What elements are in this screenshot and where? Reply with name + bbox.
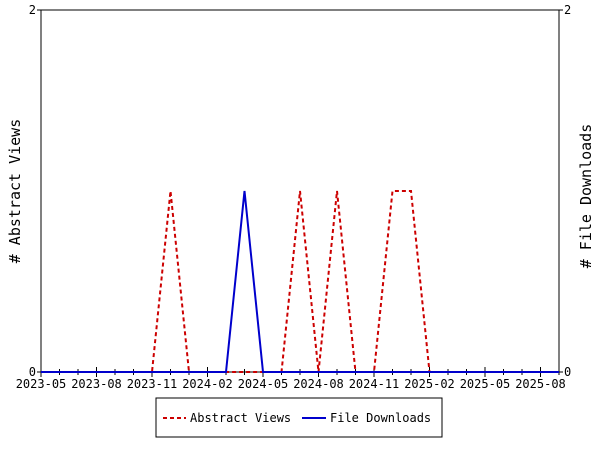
x-tick-label: 2023-05	[16, 377, 67, 391]
x-tick-label: 2023-08	[71, 377, 122, 391]
series-layer	[41, 190, 559, 373]
y-right-tick-label: 2	[564, 3, 571, 17]
tick-labels: 2023-05 2023-08 2023-11 2024-02 2024-05 2024-…	[16, 3, 572, 391]
x-tick-label: 2024-08	[293, 377, 344, 391]
x-tick-label: 2025-08	[515, 377, 566, 391]
x-tick-label: 2024-05	[238, 377, 289, 391]
x-tick-label: 2024-02	[182, 377, 233, 391]
y-left-tick-label: 2	[29, 3, 36, 17]
x-tick-label: 2025-05	[460, 377, 511, 391]
y-axis-title-right: # File Downloads	[577, 124, 595, 269]
y-right-tick-label: 0	[564, 365, 571, 379]
series-line-file-downloads	[41, 190, 559, 373]
x-tick-label: 2024-11	[349, 377, 400, 391]
x-tick-label: 2025-02	[404, 377, 455, 391]
legend: Abstract Views File Downloads	[155, 397, 443, 438]
legend-label-abstract-views: Abstract Views	[190, 411, 291, 425]
y-left-tick-label: 0	[29, 365, 36, 379]
legend-label-file-downloads: File Downloads	[330, 411, 431, 425]
y-axis-title-left: # Abstract Views	[6, 119, 24, 264]
legend-box	[155, 397, 443, 438]
x-tick-label: 2023-11	[127, 377, 178, 391]
